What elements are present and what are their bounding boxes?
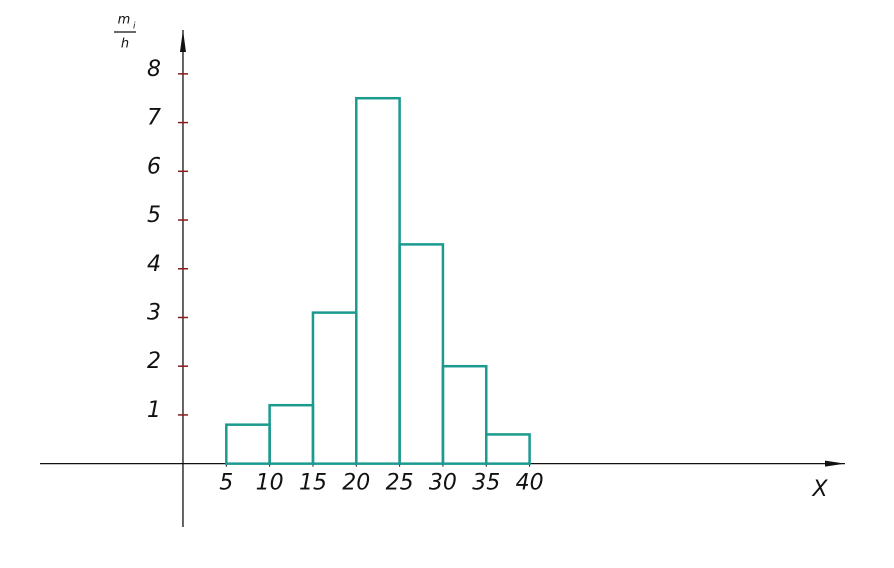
x-tick-label: 25 — [386, 471, 414, 496]
x-tick-label: 10 — [256, 471, 284, 496]
y-axis-arrow — [179, 30, 186, 52]
bar — [485, 433, 531, 465]
bar — [441, 364, 488, 465]
y-tick-label: 2 — [147, 349, 161, 374]
x-tick-label: 20 — [342, 471, 370, 496]
y-tick-label: 5 — [147, 203, 161, 228]
y-tick-label: 6 — [147, 154, 161, 179]
x-tick-label: 40 — [516, 471, 544, 496]
y-tick-label: 4 — [147, 252, 161, 277]
x-tick-label: 35 — [472, 471, 500, 496]
x-tick-label: 15 — [299, 471, 327, 496]
y-tick-label: 7 — [147, 106, 161, 131]
bar — [268, 403, 315, 465]
bar — [398, 243, 445, 465]
y-tick-label: 1 — [147, 398, 161, 423]
y-tick-label: 3 — [147, 300, 161, 325]
y-tick-label: 8 — [147, 57, 161, 82]
bar — [225, 423, 271, 465]
bar — [311, 311, 358, 465]
y-label-numerator: m — [118, 13, 131, 28]
y-label-subscript: i — [133, 22, 136, 32]
y-label-denominator: h — [121, 37, 129, 52]
x-axis-arrow — [825, 460, 845, 467]
x-tick-label: 5 — [219, 471, 233, 496]
x-tick-label: 30 — [429, 471, 457, 496]
bar — [355, 96, 401, 465]
x-label: X — [811, 477, 828, 502]
